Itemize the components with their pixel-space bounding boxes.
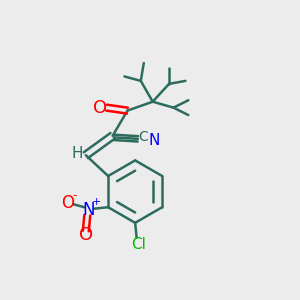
Text: C: C (138, 130, 148, 144)
Text: N: N (148, 133, 160, 148)
Text: -: - (73, 189, 77, 203)
Text: Cl: Cl (131, 237, 146, 252)
Text: O: O (61, 194, 74, 212)
Text: N: N (82, 201, 95, 219)
Text: O: O (93, 99, 107, 117)
Text: O: O (79, 226, 93, 244)
Text: H: H (72, 146, 83, 161)
Text: +: + (92, 197, 101, 207)
